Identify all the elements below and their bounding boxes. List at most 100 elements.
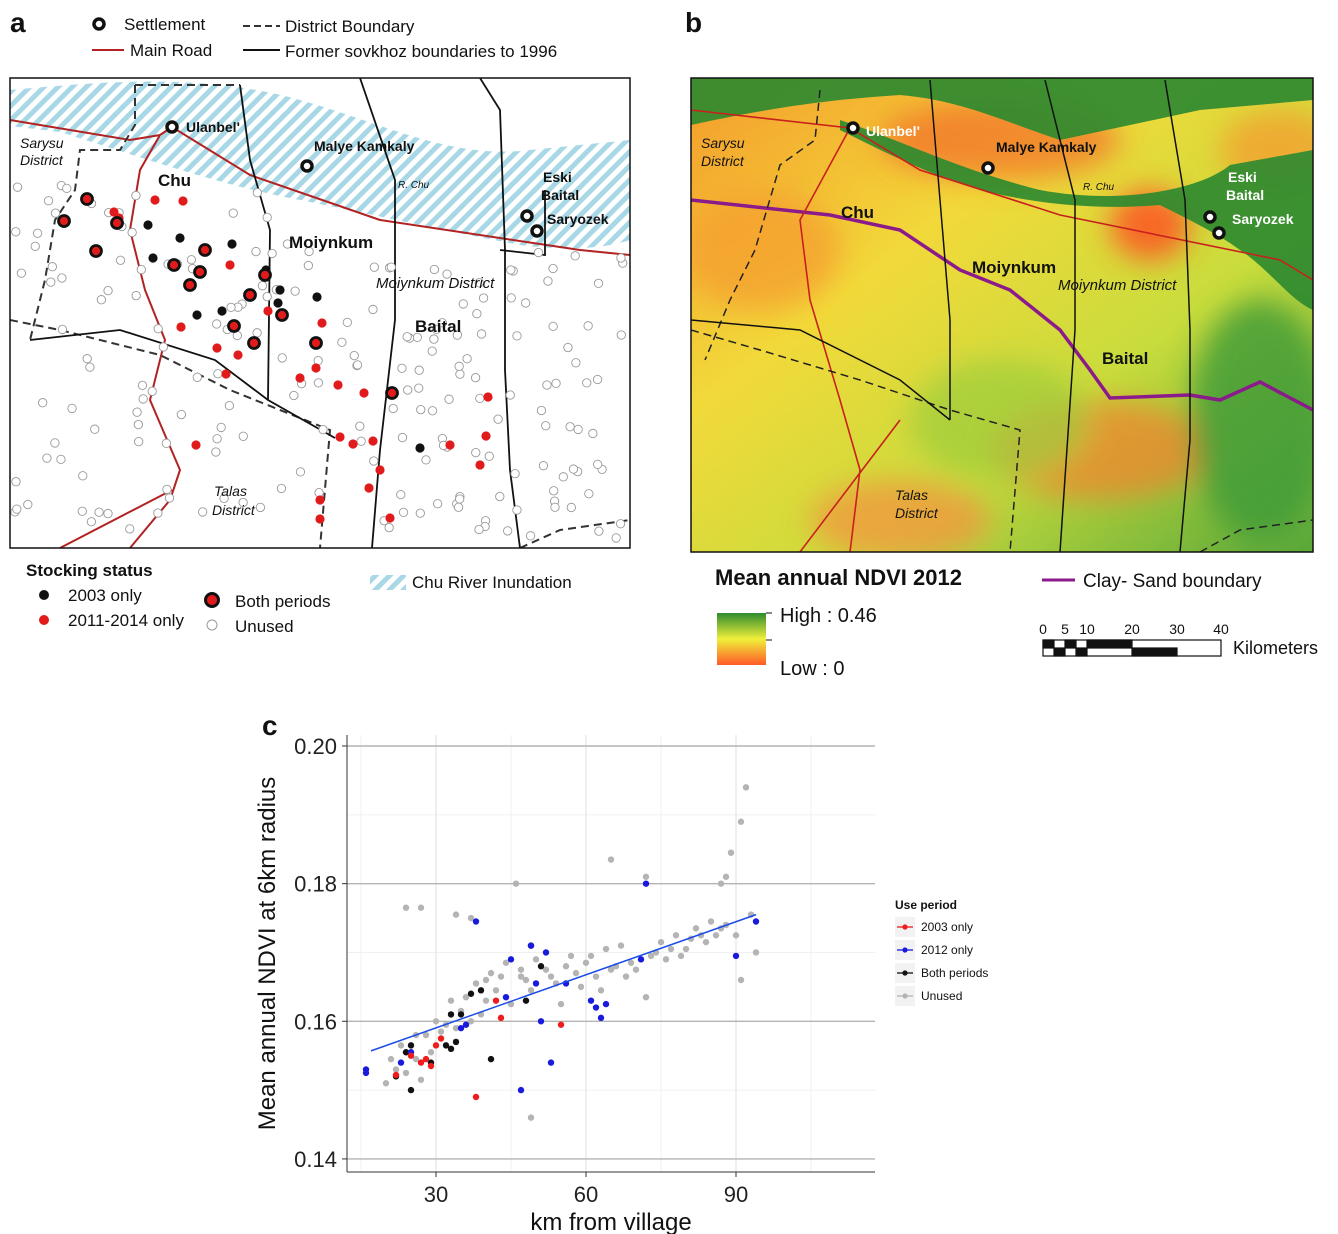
scale-label: 30 bbox=[1169, 621, 1185, 637]
point bbox=[642, 994, 650, 1001]
point bbox=[382, 1080, 390, 1087]
point bbox=[447, 1011, 455, 1018]
point bbox=[712, 932, 720, 939]
unused-site bbox=[153, 324, 163, 334]
unused-site bbox=[505, 390, 515, 400]
unused-site bbox=[414, 383, 424, 393]
point bbox=[622, 973, 630, 980]
point bbox=[417, 1076, 425, 1083]
legend-text: 2012 only bbox=[921, 943, 973, 957]
point bbox=[482, 976, 490, 984]
point bbox=[467, 1018, 475, 1025]
site-2011-2014 bbox=[385, 513, 395, 523]
unused-site bbox=[454, 361, 464, 371]
unused-site bbox=[453, 502, 464, 512]
site-2003 bbox=[227, 239, 237, 249]
point bbox=[657, 938, 665, 946]
point bbox=[472, 980, 480, 987]
unused-site bbox=[62, 183, 72, 194]
clay-sand-boundary bbox=[691, 198, 1313, 412]
place-label: Chu bbox=[158, 171, 191, 190]
point bbox=[602, 1000, 610, 1008]
unused-site bbox=[594, 526, 604, 536]
point bbox=[407, 1086, 415, 1094]
unused-site bbox=[558, 472, 568, 482]
legend-text: Main Road bbox=[130, 41, 212, 60]
unused-site bbox=[42, 453, 52, 463]
y-tick-label: 0.14 bbox=[294, 1147, 337, 1172]
site-2011-2014 bbox=[317, 318, 327, 328]
unused-site bbox=[313, 378, 324, 388]
unused-site bbox=[337, 337, 347, 347]
site-both bbox=[198, 243, 212, 257]
scale-unit: Kilometers bbox=[1233, 638, 1318, 658]
unused-site bbox=[592, 374, 603, 385]
place-label: Saryozek bbox=[547, 211, 609, 227]
point bbox=[707, 918, 715, 925]
site-2011-2014 bbox=[483, 392, 493, 402]
unused-site bbox=[32, 228, 43, 238]
unused-site bbox=[85, 362, 95, 372]
site-both bbox=[80, 192, 94, 206]
main-road bbox=[10, 119, 630, 548]
unused-site bbox=[192, 372, 202, 382]
point bbox=[672, 932, 680, 939]
unused-site bbox=[132, 407, 142, 417]
point bbox=[577, 983, 585, 991]
map-border bbox=[690, 77, 1314, 553]
unused-site bbox=[67, 403, 77, 414]
unused-site bbox=[541, 421, 551, 431]
unused-site bbox=[475, 393, 485, 404]
point bbox=[402, 904, 410, 911]
inundation-area bbox=[10, 81, 630, 249]
unused-site bbox=[568, 464, 579, 474]
point bbox=[527, 1114, 535, 1121]
legend-text: Unused bbox=[921, 989, 962, 1003]
unused-site bbox=[251, 246, 261, 257]
unused-site bbox=[616, 330, 626, 340]
point bbox=[532, 980, 540, 987]
place-label: Moiynkum bbox=[972, 258, 1056, 277]
point bbox=[497, 973, 505, 980]
point bbox=[527, 987, 535, 994]
unused-site bbox=[566, 502, 576, 513]
unused-site bbox=[611, 533, 621, 543]
point bbox=[397, 1059, 405, 1066]
place-label: Baital bbox=[415, 317, 461, 336]
unused-site bbox=[158, 342, 169, 352]
unused-site bbox=[538, 461, 549, 471]
point bbox=[487, 1055, 495, 1063]
point bbox=[442, 1042, 450, 1049]
trend-line bbox=[370, 913, 757, 1052]
site-2011-2014 bbox=[335, 432, 345, 442]
unused-site bbox=[226, 302, 236, 312]
point bbox=[562, 963, 570, 970]
unused-site bbox=[318, 424, 328, 435]
unused-site bbox=[549, 486, 559, 496]
site-both bbox=[89, 244, 103, 258]
point bbox=[727, 849, 735, 856]
unused-site bbox=[397, 432, 408, 443]
unused-site bbox=[484, 451, 494, 461]
point bbox=[722, 873, 730, 880]
scatter-chart: 30 60 90 0.14 0.16 0.18 0.20 km from village Mea… bbox=[254, 734, 988, 1234]
point bbox=[597, 1014, 605, 1022]
place-label: Sarysu bbox=[701, 135, 745, 151]
legend-title: Use period bbox=[895, 898, 957, 912]
unused-site bbox=[431, 324, 441, 335]
point bbox=[452, 911, 460, 918]
unused-site bbox=[12, 182, 23, 192]
point bbox=[417, 1059, 425, 1066]
unused-site bbox=[282, 239, 293, 249]
site-2011-2014 bbox=[348, 439, 358, 449]
point bbox=[447, 1045, 455, 1053]
unused-site bbox=[289, 390, 299, 401]
main-road bbox=[691, 109, 1313, 552]
point bbox=[432, 1042, 440, 1049]
point bbox=[402, 1069, 410, 1077]
point bbox=[572, 969, 580, 977]
site-2003 bbox=[143, 220, 153, 230]
point bbox=[407, 1052, 415, 1059]
site-both bbox=[227, 319, 241, 333]
unused-site bbox=[563, 342, 573, 353]
